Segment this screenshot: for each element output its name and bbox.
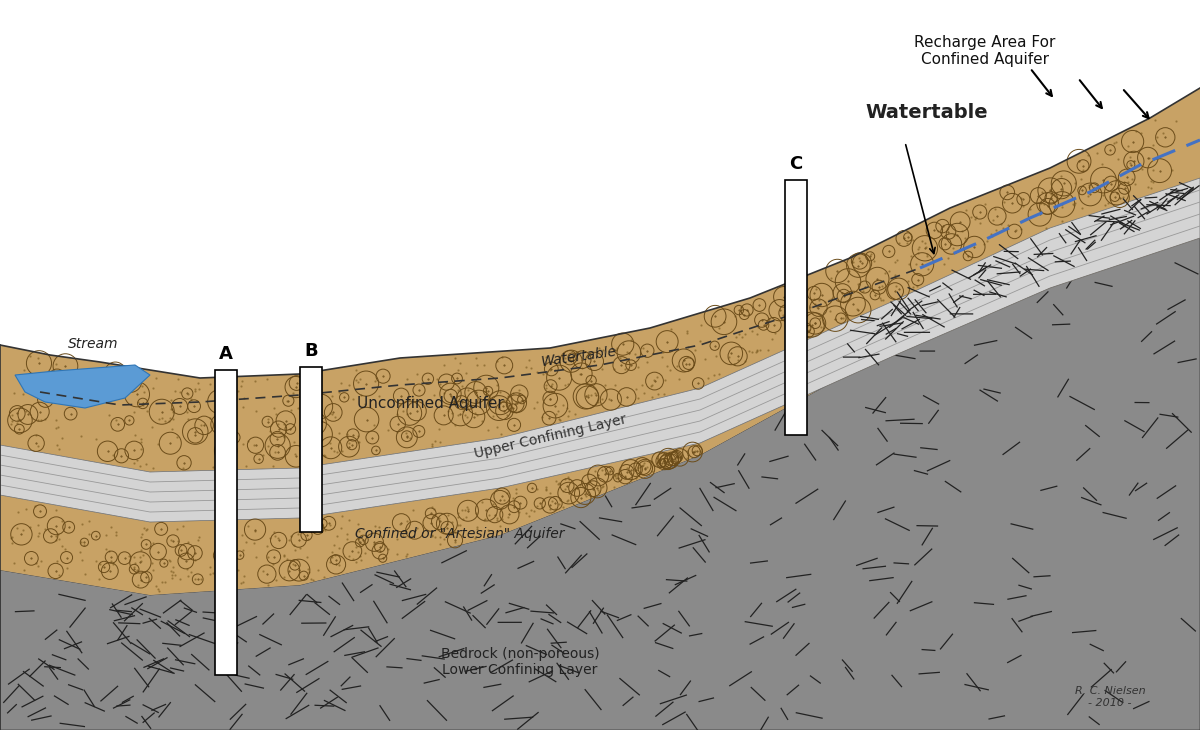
Text: C: C	[790, 155, 803, 173]
Text: Stream: Stream	[68, 337, 119, 351]
Text: Watertable: Watertable	[540, 345, 618, 369]
Text: Unconfined Aquifer: Unconfined Aquifer	[356, 396, 503, 411]
Text: Upper Confining Layer: Upper Confining Layer	[473, 412, 628, 461]
Bar	[215, 370, 238, 675]
Bar	[300, 367, 322, 532]
Bar	[785, 180, 808, 435]
Text: R. C. Nielsen
- 2010 -: R. C. Nielsen - 2010 -	[1075, 686, 1145, 708]
Text: A: A	[220, 345, 233, 363]
Polygon shape	[0, 178, 1200, 522]
Polygon shape	[0, 190, 1200, 730]
Text: Bedrock (non-poreous)
Lower Confining Layer: Bedrock (non-poreous) Lower Confining La…	[440, 647, 599, 677]
Polygon shape	[14, 365, 150, 408]
Text: Watertable: Watertable	[865, 103, 988, 122]
Text: Recharge Area For
Confined Aquifer: Recharge Area For Confined Aquifer	[914, 35, 1056, 67]
Polygon shape	[0, 190, 1200, 595]
Text: Confined or "Artesian" Aquifer: Confined or "Artesian" Aquifer	[355, 527, 565, 541]
Text: B: B	[304, 342, 318, 360]
Polygon shape	[0, 88, 1200, 472]
